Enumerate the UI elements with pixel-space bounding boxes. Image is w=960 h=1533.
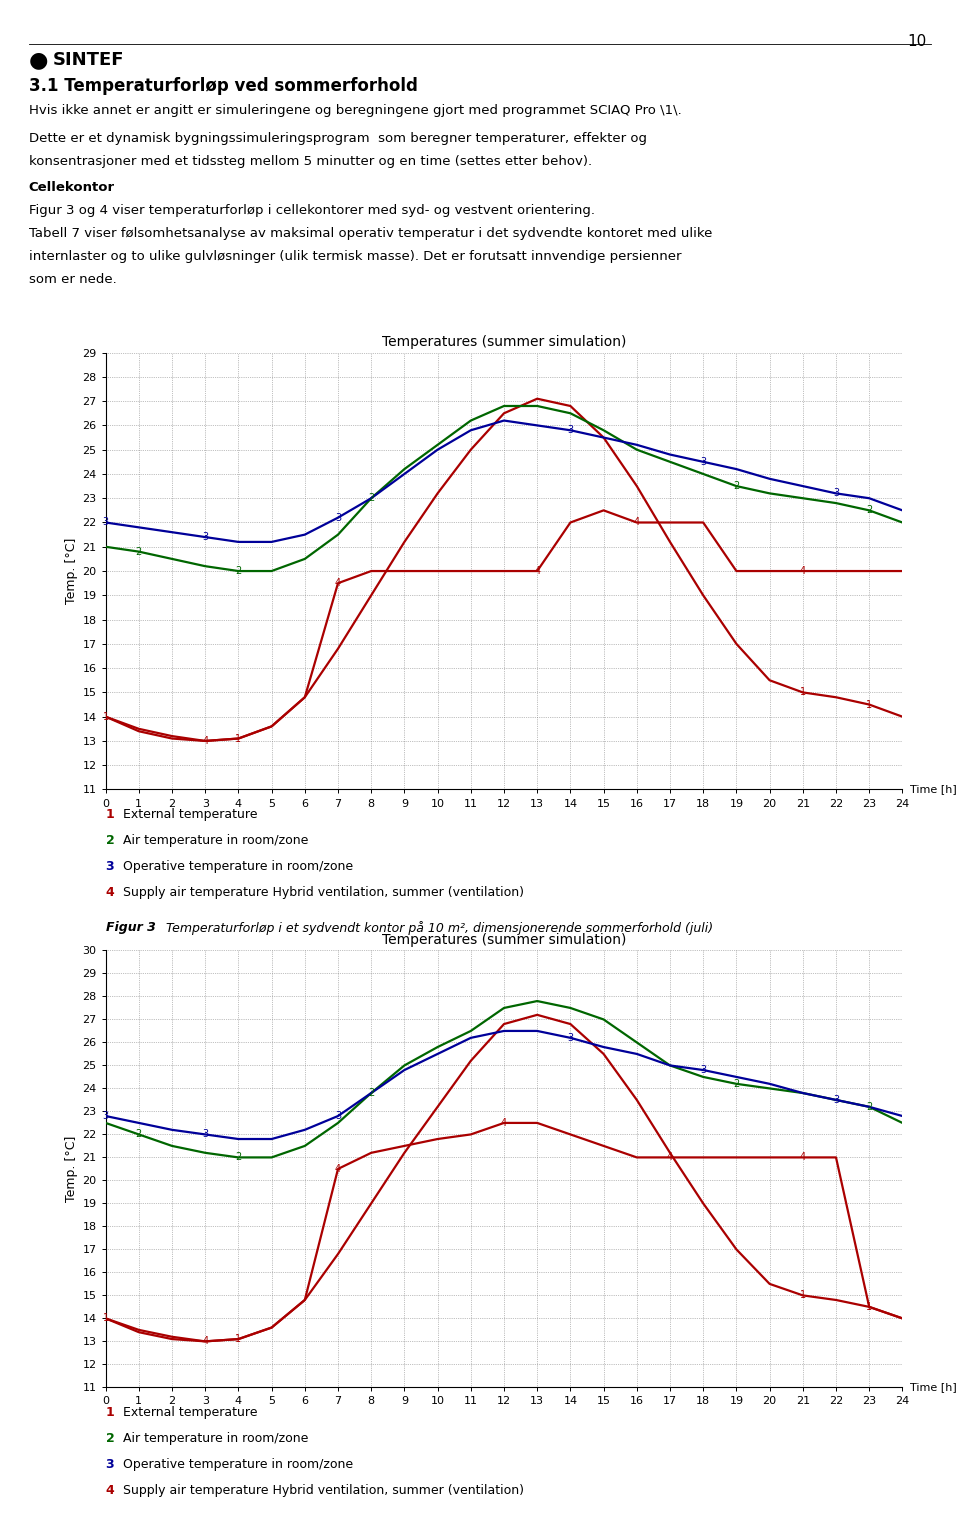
Text: 1: 1 <box>866 699 873 710</box>
Text: 4: 4 <box>667 1153 673 1162</box>
Text: External temperature: External temperature <box>123 808 257 820</box>
Text: 4: 4 <box>800 1153 805 1162</box>
Text: Cellekontor: Cellekontor <box>29 181 115 193</box>
Text: Supply air temperature Hybrid ventilation, summer (ventilation): Supply air temperature Hybrid ventilatio… <box>123 886 524 898</box>
Text: Tabell 7 viser følsomhetsanalyse av maksimal operativ temperatur i det sydvendte: Tabell 7 viser følsomhetsanalyse av maks… <box>29 227 712 239</box>
Text: Air temperature in room/zone: Air temperature in room/zone <box>123 1432 308 1444</box>
Text: 2: 2 <box>733 481 739 491</box>
Text: Operative temperature in room/zone: Operative temperature in room/zone <box>123 1458 353 1470</box>
Text: 1: 1 <box>106 1406 114 1418</box>
Text: 4: 4 <box>800 566 805 576</box>
Text: 3.1 Temperaturforløp ved sommerforhold: 3.1 Temperaturforløp ved sommerforhold <box>29 77 418 95</box>
Title: Temperatures (summer simulation): Temperatures (summer simulation) <box>382 932 626 946</box>
Text: som er nede.: som er nede. <box>29 273 116 285</box>
Text: 4: 4 <box>203 736 208 747</box>
Text: Dette er et dynamisk bygningssimuleringsprogram  som beregner temperaturer, effe: Dette er et dynamisk bygningssimulerings… <box>29 132 647 144</box>
Text: 1: 1 <box>866 1302 873 1312</box>
Text: 3: 3 <box>833 1095 839 1105</box>
Text: Time [h]: Time [h] <box>910 785 957 794</box>
Text: 4: 4 <box>634 518 640 527</box>
Text: 2: 2 <box>235 566 242 576</box>
Text: 1: 1 <box>103 711 108 722</box>
Text: 2: 2 <box>368 494 374 503</box>
Text: Operative temperature in room/zone: Operative temperature in room/zone <box>123 860 353 872</box>
Text: 3: 3 <box>203 1130 208 1139</box>
Text: 1: 1 <box>103 1314 108 1323</box>
Text: 1: 1 <box>235 733 242 744</box>
Text: 3: 3 <box>335 512 341 523</box>
Title: Temperatures (summer simulation): Temperatures (summer simulation) <box>382 334 626 348</box>
Text: 1: 1 <box>106 808 114 820</box>
Text: 2: 2 <box>106 1432 114 1444</box>
Text: ●: ● <box>29 51 48 71</box>
Text: 3: 3 <box>103 518 108 527</box>
Text: internlaster og to ulike gulvløsninger (ulik termisk masse). Det er forutsatt in: internlaster og to ulike gulvløsninger (… <box>29 250 682 262</box>
Text: 3: 3 <box>700 1065 707 1075</box>
Text: 2: 2 <box>106 834 114 846</box>
Text: konsentrasjoner med et tidssteg mellom 5 minutter og en time (settes etter behov: konsentrasjoner med et tidssteg mellom 5… <box>29 155 592 167</box>
Text: 4: 4 <box>106 1484 114 1496</box>
Text: Supply air temperature Hybrid ventilation, summer (ventilation): Supply air temperature Hybrid ventilatio… <box>123 1484 524 1496</box>
Text: 3: 3 <box>700 457 707 468</box>
Text: 2: 2 <box>135 547 142 556</box>
Text: 3: 3 <box>567 1033 573 1042</box>
Text: 3: 3 <box>106 1458 114 1470</box>
Text: 2: 2 <box>866 506 873 515</box>
Text: 4: 4 <box>203 1337 208 1346</box>
Text: 2: 2 <box>866 1102 873 1111</box>
Text: 4: 4 <box>534 566 540 576</box>
Text: Hvis ikke annet er angitt er simuleringene og beregningene gjort med programmet : Hvis ikke annet er angitt er simuleringe… <box>29 104 682 117</box>
Text: 3: 3 <box>106 860 114 872</box>
Text: External temperature: External temperature <box>123 1406 257 1418</box>
Text: 2: 2 <box>733 1079 739 1088</box>
Y-axis label: Temp. [°C]: Temp. [°C] <box>65 1136 78 1202</box>
Text: SINTEF: SINTEF <box>53 51 124 69</box>
Text: 4: 4 <box>106 886 114 898</box>
Text: 3: 3 <box>203 532 208 543</box>
Text: 1: 1 <box>800 687 805 698</box>
Text: 3: 3 <box>103 1111 108 1121</box>
Text: 4: 4 <box>335 1164 341 1174</box>
Text: Time [h]: Time [h] <box>910 1383 957 1392</box>
Text: 10: 10 <box>907 34 926 49</box>
Y-axis label: Temp. [°C]: Temp. [°C] <box>65 538 78 604</box>
Text: 4: 4 <box>501 1118 507 1128</box>
Text: Temperaturforløp i et sydvendt kontor på 10 m², dimensjonerende sommerforhold (j: Temperaturforløp i et sydvendt kontor på… <box>158 921 713 935</box>
Text: 3: 3 <box>335 1111 341 1121</box>
Text: Figur 3 og 4 viser temperaturforløp i cellekontorer med syd- og vestvent oriente: Figur 3 og 4 viser temperaturforløp i ce… <box>29 204 595 216</box>
Text: 2: 2 <box>135 1130 142 1139</box>
Text: 2: 2 <box>368 1088 374 1098</box>
Text: 4: 4 <box>335 578 341 589</box>
Text: Figur 3: Figur 3 <box>106 921 156 934</box>
Text: 3: 3 <box>833 489 839 498</box>
Text: Air temperature in room/zone: Air temperature in room/zone <box>123 834 308 846</box>
Text: 1: 1 <box>800 1291 805 1300</box>
Text: 3: 3 <box>567 425 573 435</box>
Text: 1: 1 <box>235 1334 242 1344</box>
Text: 2: 2 <box>235 1153 242 1162</box>
